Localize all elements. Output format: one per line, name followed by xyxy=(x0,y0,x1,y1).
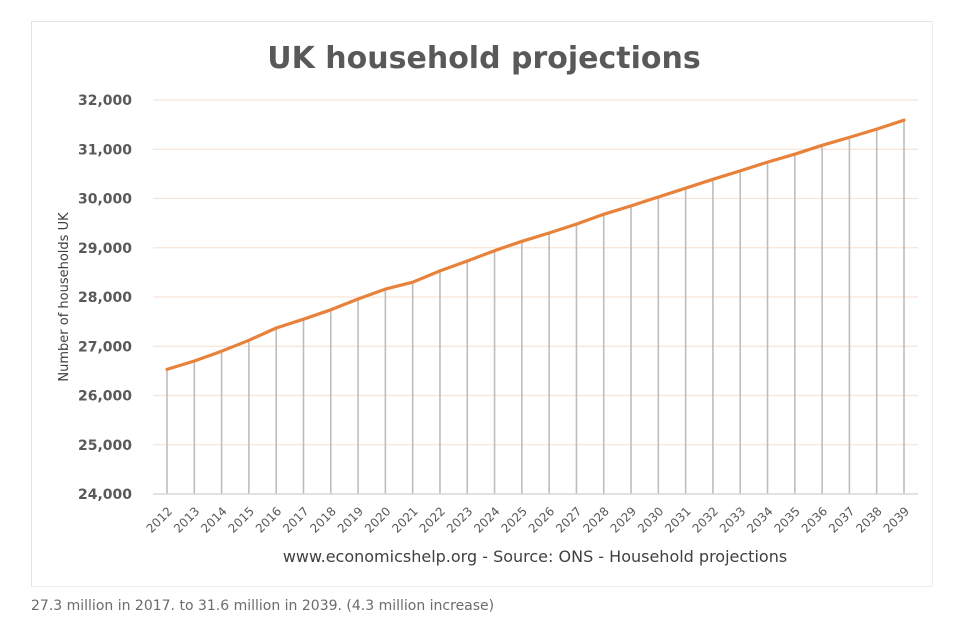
x-tick-label: 2027 xyxy=(553,504,584,535)
x-tick-label: 2038 xyxy=(853,504,884,535)
x-tick-label: 2018 xyxy=(307,504,338,535)
y-tick-label: 32,000 xyxy=(78,93,132,109)
x-tick-label: 2023 xyxy=(444,504,475,535)
x-tick-label: 2036 xyxy=(799,504,830,535)
y-axis-label: Number of households UK xyxy=(57,212,72,382)
x-tick-label: 2020 xyxy=(362,504,393,535)
x-tick-label: 2014 xyxy=(198,504,229,535)
x-tick-label: 2034 xyxy=(744,504,775,535)
x-tick-label: 2016 xyxy=(253,504,284,535)
x-tick-label: 2024 xyxy=(471,504,502,535)
x-axis-ticks: 2012201320142015201620172018201920202021… xyxy=(144,504,912,535)
x-tick-label: 2033 xyxy=(717,504,748,535)
y-tick-label: 25,000 xyxy=(78,438,132,454)
x-tick-label: 2037 xyxy=(826,504,857,535)
figure-caption: 27.3 million in 2017. to 31.6 million in… xyxy=(31,598,495,614)
y-tick-label: 30,000 xyxy=(78,192,132,208)
x-tick-label: 2012 xyxy=(144,504,175,535)
x-tick-label: 2035 xyxy=(771,504,802,535)
y-tick-label: 24,000 xyxy=(78,487,132,503)
series-line xyxy=(165,118,906,371)
gridlines xyxy=(153,99,918,446)
x-tick-label: 2021 xyxy=(389,504,420,535)
y-tick-label: 31,000 xyxy=(78,142,132,158)
x-tick-label: 2031 xyxy=(662,504,693,535)
x-tick-label: 2026 xyxy=(526,504,557,535)
y-tick-label: 27,000 xyxy=(78,339,132,355)
x-tick-label: 2029 xyxy=(608,504,639,535)
x-tick-label: 2013 xyxy=(171,504,202,535)
y-tick-label: 26,000 xyxy=(78,389,132,405)
x-tick-label: 2022 xyxy=(417,504,448,535)
chart-frame xyxy=(31,21,933,587)
x-tick-label: 2015 xyxy=(226,504,257,535)
x-tick-label: 2019 xyxy=(335,504,366,535)
x-tick-label: 2030 xyxy=(635,504,666,535)
x-tick-label: 2032 xyxy=(690,504,721,535)
y-axis-ticks: 24,000 25,000 26,000 27,000 28,000 29,000 30,0… xyxy=(78,93,132,503)
x-axis-label: www.economicshelp.org - Source: ONS - Ho… xyxy=(283,547,787,566)
series xyxy=(165,118,906,371)
chart-title: UK household projections xyxy=(267,41,701,76)
y-tick-label: 29,000 xyxy=(78,241,132,257)
x-tick-label: 2028 xyxy=(580,504,611,535)
x-tick-label: 2039 xyxy=(881,504,912,535)
x-tick-label: 2017 xyxy=(280,504,311,535)
x-tick-label: 2025 xyxy=(498,504,529,535)
drop-lines xyxy=(166,120,905,494)
y-tick-label: 28,000 xyxy=(78,290,132,306)
